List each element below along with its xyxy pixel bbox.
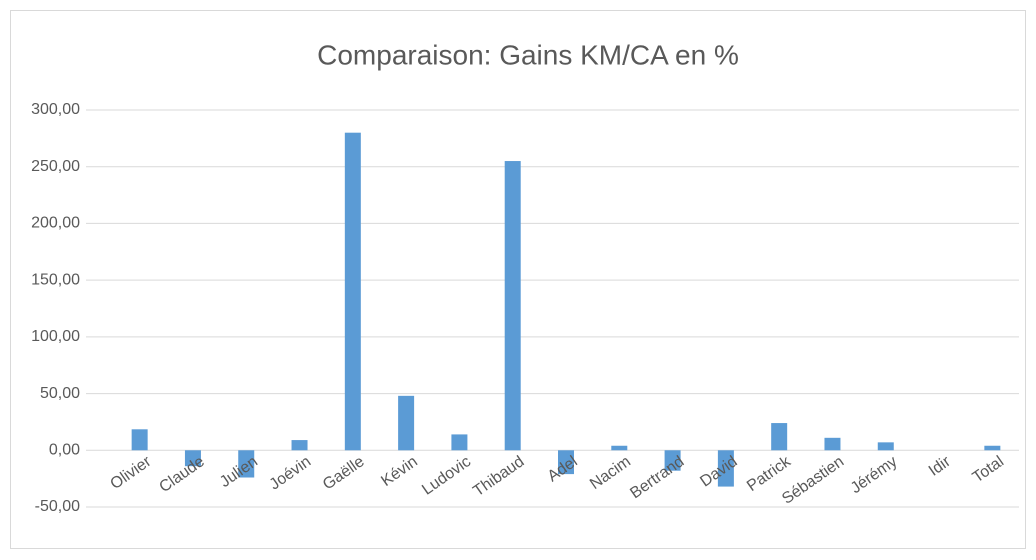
bar xyxy=(824,437,841,451)
bar xyxy=(664,450,681,471)
y-tick-label: 250,00 xyxy=(31,158,80,175)
bar xyxy=(877,442,894,451)
bar xyxy=(131,429,148,451)
bar xyxy=(984,445,1001,451)
y-tick-label: 200,00 xyxy=(31,215,80,232)
bar xyxy=(504,161,521,451)
bar xyxy=(398,395,415,451)
bar xyxy=(291,440,308,451)
y-tick-label: 100,00 xyxy=(31,328,80,345)
bar xyxy=(451,434,468,451)
y-tick-label: -50,00 xyxy=(35,498,80,515)
bar xyxy=(344,132,361,451)
bar xyxy=(717,450,734,487)
y-tick-label: 50,00 xyxy=(40,385,80,402)
bar xyxy=(771,423,788,451)
bar xyxy=(611,445,628,451)
y-tick-label: 150,00 xyxy=(31,271,80,288)
chart-title: Comparaison: Gains KM/CA en % xyxy=(317,39,739,70)
bar xyxy=(184,450,201,467)
y-tick-label: 300,00 xyxy=(31,101,80,118)
bar xyxy=(238,450,255,478)
bar xyxy=(558,450,574,475)
y-tick-label: 0,00 xyxy=(49,442,80,459)
